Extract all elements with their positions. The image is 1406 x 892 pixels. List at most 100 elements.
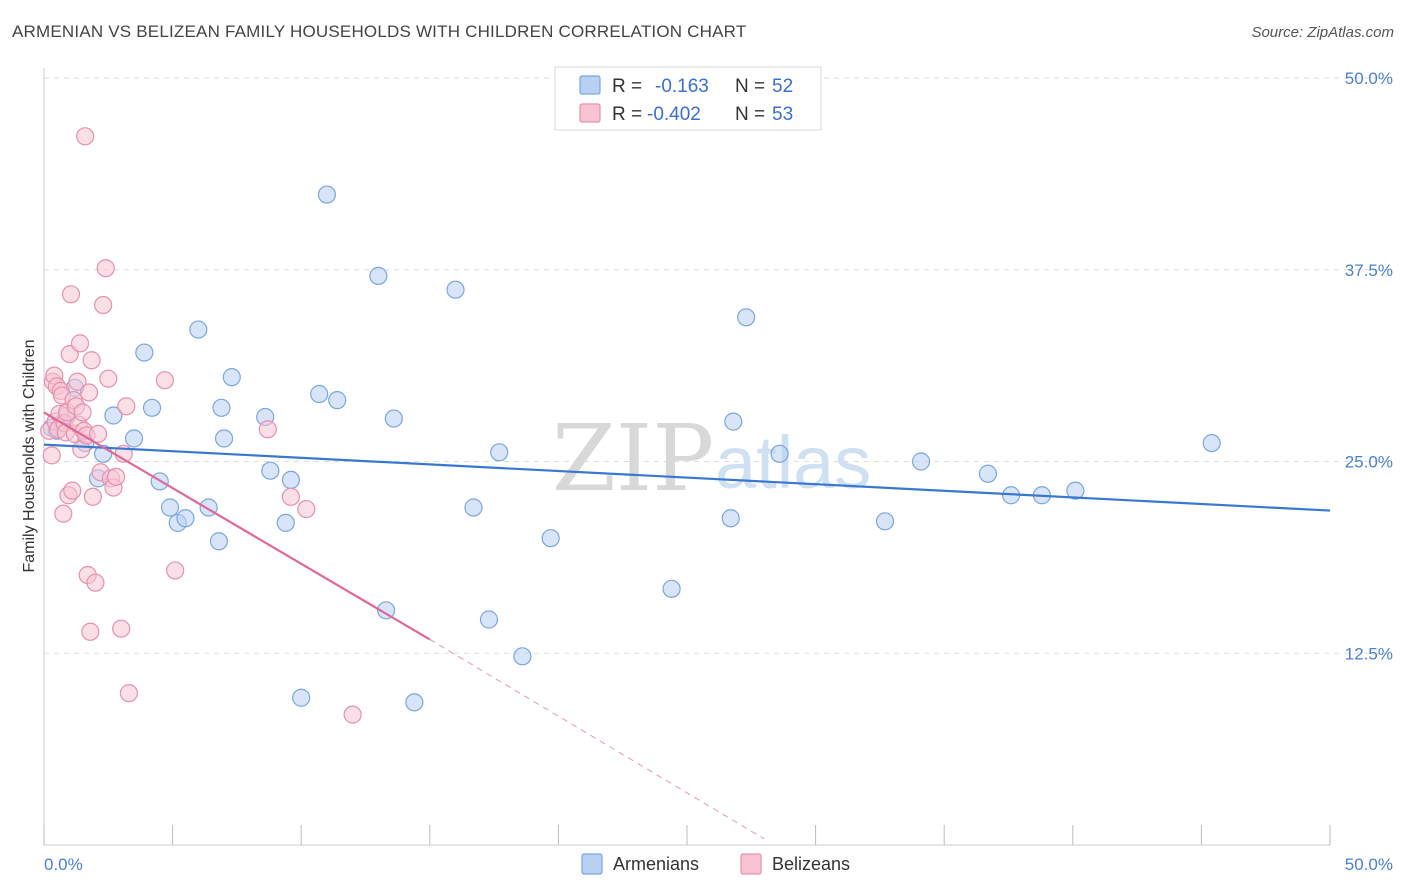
belizeans-point	[54, 504, 73, 523]
armenians-point	[875, 512, 895, 531]
armenians-point	[292, 688, 311, 707]
belizeans-point	[82, 351, 101, 370]
legend-swatch-armenians	[579, 75, 601, 95]
armenians-point	[724, 412, 743, 431]
armenians-point	[328, 391, 347, 410]
armenians-point	[405, 693, 424, 712]
armenians-point	[261, 461, 280, 480]
belizeans-point	[81, 622, 100, 641]
x-tick-label: 0.0%	[44, 855, 83, 874]
y-tick-label: 37.5%	[1345, 261, 1393, 280]
belizeans-point	[297, 499, 316, 519]
watermark-atlas: atlas	[715, 421, 871, 504]
belizeans-point	[343, 705, 362, 724]
armenians-point	[160, 498, 180, 517]
legend-n-label: N =	[735, 76, 765, 97]
belizeans-point	[70, 334, 90, 353]
armenians-point	[513, 647, 532, 666]
armenians-point	[222, 368, 241, 387]
belizeans-point	[68, 372, 87, 391]
armenians-point	[479, 610, 499, 629]
belizeans-points	[40, 127, 362, 724]
armenians-point	[369, 266, 388, 285]
x-tick-label: 50.0%	[1345, 855, 1393, 874]
armenians-point	[737, 308, 756, 327]
belizeans-point	[112, 619, 131, 638]
belizeans-point	[106, 467, 126, 486]
armenians-point	[135, 343, 154, 362]
legend-r-value: -0.402	[647, 104, 701, 125]
legend-r-value: -0.163	[655, 76, 709, 97]
armenians-point	[770, 444, 789, 463]
armenians-point	[209, 532, 228, 551]
y-tick-label: 12.5%	[1345, 644, 1393, 663]
bottom-legend-swatch-belizeans	[740, 853, 762, 875]
belizeans-point	[96, 259, 115, 278]
belizeans-point	[99, 369, 118, 388]
legend-n-label: N =	[735, 104, 765, 125]
bottom-legend-belizeans: Belizeans	[772, 854, 850, 874]
bottom-legend-swatch-armenians	[581, 853, 603, 875]
belizeans-point	[94, 295, 113, 315]
armenians-point	[281, 470, 301, 490]
belizeans-point	[281, 487, 301, 506]
belizeans-point	[119, 684, 138, 703]
armenians-point	[662, 579, 681, 598]
y-tick-label: 50.0%	[1345, 69, 1393, 88]
legend-swatch-belizeans	[579, 103, 601, 123]
belizeans-point	[73, 403, 92, 422]
legend-r-label: R =	[612, 76, 642, 97]
armenians-point	[104, 406, 123, 425]
armenians-point	[541, 529, 560, 548]
source-label: Source: ZipAtlas.com	[1251, 24, 1394, 41]
x-tick-labels: 0.0% 50.0%	[44, 855, 1393, 874]
armenians-point	[214, 429, 234, 448]
armenians-point	[978, 464, 998, 483]
belizeans-point	[42, 446, 61, 465]
belizeans-trend-extension	[429, 639, 765, 840]
belizeans-point	[155, 371, 174, 390]
armenians-point	[911, 452, 931, 471]
armenians-point	[310, 384, 329, 404]
belizeans-point	[166, 561, 185, 580]
armenians-trend-line	[43, 443, 1331, 512]
belizeans-point	[79, 383, 99, 402]
grid-lines	[44, 77, 1390, 654]
watermark: ZIP atlas	[552, 405, 871, 512]
belizeans-point	[61, 285, 81, 304]
legend-r-label: R =	[612, 104, 642, 125]
bottom-legend: Armenians Belizeans	[581, 853, 850, 875]
armenians-point	[317, 185, 337, 204]
armenians-point	[1066, 481, 1085, 500]
belizeans-point	[117, 397, 136, 416]
belizeans-point	[83, 487, 102, 506]
armenians-point	[1202, 433, 1221, 453]
y-tick-labels: 12.5% 25.0% 37.5% 50.0%	[1345, 69, 1393, 663]
belizeans-point	[76, 127, 95, 146]
armenians-point	[721, 509, 740, 528]
armenians-point	[124, 429, 144, 448]
y-tick-label: 25.0%	[1345, 453, 1393, 472]
belizeans-trend-line	[43, 411, 431, 641]
belizeans-point	[258, 420, 277, 439]
top-legend: R = -0.163 N = 52 R = -0.402 N = 53	[554, 66, 822, 131]
belizeans-point	[86, 573, 105, 592]
trend-lines	[43, 411, 1331, 840]
armenians-point	[376, 601, 396, 620]
armenians-point	[212, 398, 231, 417]
chart-title: ARMENIAN VS BELIZEAN FAMILY HOUSEHOLDS W…	[12, 22, 747, 41]
belizeans-point	[63, 481, 82, 500]
belizeans-point	[88, 424, 108, 443]
armenians-point	[490, 443, 509, 462]
legend-n-value: 53	[772, 104, 793, 125]
legend-n-value: 52	[772, 76, 793, 97]
bottom-legend-armenians: Armenians	[613, 854, 699, 874]
armenians-point	[464, 498, 483, 517]
armenians-point	[142, 398, 162, 417]
armenians-point	[189, 320, 208, 339]
armenians-point	[176, 509, 195, 528]
armenians-point	[384, 409, 403, 428]
armenians-point	[446, 280, 465, 299]
armenians-point	[276, 513, 295, 532]
